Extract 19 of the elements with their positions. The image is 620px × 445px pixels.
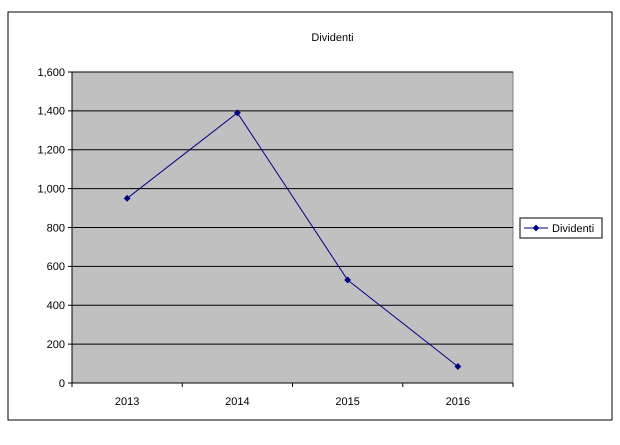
point: [234, 109, 241, 116]
y-tick-label: 1,400: [37, 106, 65, 118]
x-tick-label: 2016: [446, 396, 470, 408]
x-tick-label: 2014: [225, 396, 250, 408]
y-tick-label: 1,200: [37, 144, 65, 157]
x-tick-label: 2015: [335, 396, 360, 408]
point: [344, 276, 352, 284]
y-tick-label: 1,600: [37, 66, 65, 79]
chart-title: Dividenti: [311, 32, 354, 44]
point: [124, 194, 131, 202]
x-tick-label: 2013: [114, 396, 140, 408]
point: [454, 363, 462, 370]
y-tick-label: 400: [46, 300, 65, 312]
y-tick-label: 0: [58, 378, 65, 390]
y-tick-label: 1,000: [37, 183, 65, 196]
y-tick-label: 800: [46, 222, 65, 234]
y-tick-label: 600: [46, 261, 65, 274]
y-tick-label: 200: [46, 338, 65, 351]
legend-label: Dividenti: [552, 222, 594, 235]
